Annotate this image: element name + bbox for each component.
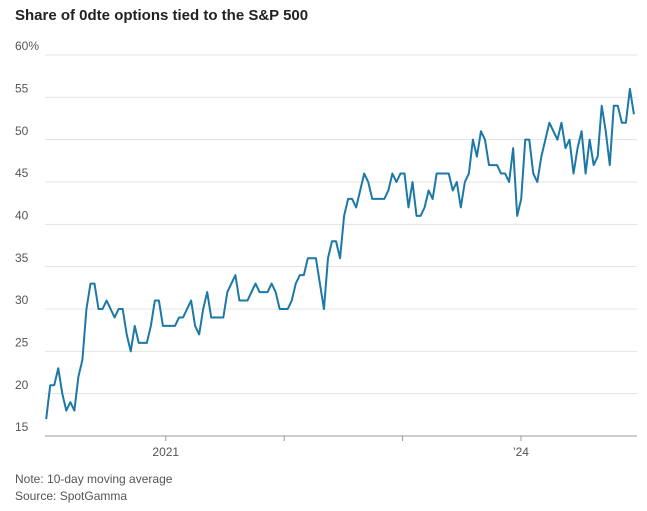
x-tick-label: 2021 — [152, 445, 179, 459]
y-tick-label: 25 — [15, 336, 29, 350]
chart-source: Source: SpotGamma — [15, 489, 127, 503]
y-tick-label: 15 — [15, 420, 29, 434]
y-tick-label: 60% — [15, 39, 39, 53]
data-line — [45, 87, 635, 420]
chart-note: Note: 10-day moving average — [15, 472, 173, 486]
y-tick-label: 30 — [15, 293, 29, 307]
y-tick-label: 20 — [15, 378, 29, 392]
y-tick-label: 45 — [15, 166, 29, 180]
y-tick-label: 40 — [15, 209, 29, 223]
y-tick-label: 50 — [15, 124, 29, 138]
x-tick-label: ’24 — [513, 445, 529, 459]
chart-title: Share of 0dte options tied to the S&P 50… — [15, 7, 308, 24]
y-tick-label: 35 — [15, 251, 29, 265]
y-tick-label: 55 — [15, 82, 29, 96]
